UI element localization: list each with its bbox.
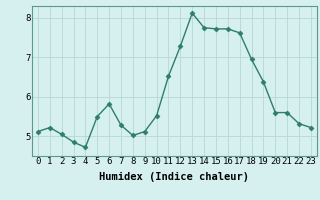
X-axis label: Humidex (Indice chaleur): Humidex (Indice chaleur) [100,172,249,182]
